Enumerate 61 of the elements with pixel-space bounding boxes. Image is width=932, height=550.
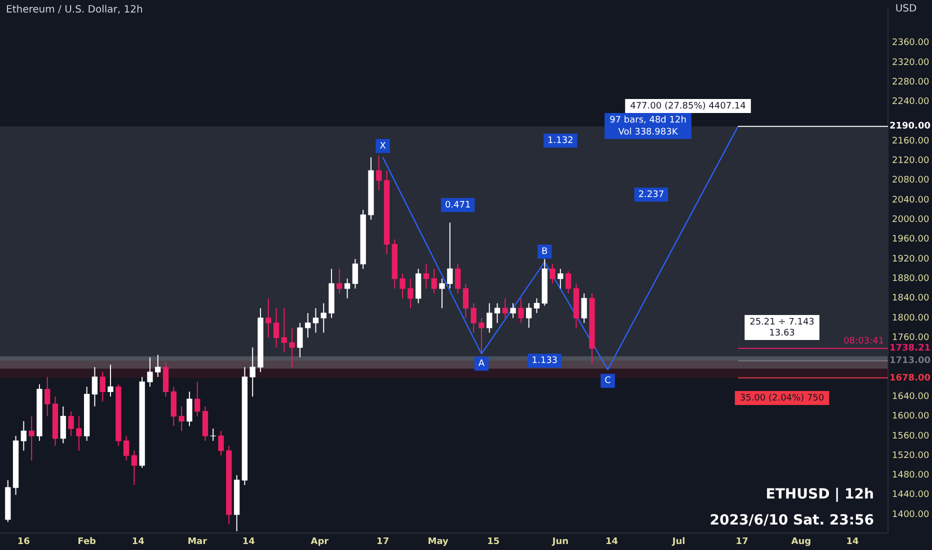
y-tick-label: 2160.00 xyxy=(892,136,930,146)
annotation: 25.21 ÷ 7.143 xyxy=(750,317,814,328)
x-tick-label: Jul xyxy=(671,536,686,547)
annotation: X xyxy=(380,141,386,152)
y-tick-label: 1480.00 xyxy=(892,470,930,481)
annotation: A xyxy=(478,359,486,370)
x-tick-label: May xyxy=(428,536,449,547)
y-tick-label: 2280.00 xyxy=(892,77,930,88)
y-tick-label: 2040.00 xyxy=(892,195,930,206)
chart-title: Ethereum / U.S. Dollar, 12h xyxy=(6,4,143,16)
y-tick-label: 1760.00 xyxy=(892,332,930,343)
y-tick-label: 1880.00 xyxy=(892,274,930,284)
annotation: 477.00 (27.85%) 4407.14 xyxy=(630,101,746,112)
ref-line-label: 1738.21 xyxy=(890,344,930,354)
y-tick-label: 1400.00 xyxy=(892,510,930,520)
annotation: C xyxy=(604,376,611,386)
x-tick-label: Feb xyxy=(78,536,97,547)
x-tick-label: 17 xyxy=(376,536,390,547)
y-tick-label: 2000.00 xyxy=(892,215,930,226)
y-axis-title: USD xyxy=(895,4,917,15)
y-tick-label: 1560.00 xyxy=(892,431,930,442)
annotation: 2.237 xyxy=(638,190,664,200)
annotation: 13.63 xyxy=(769,328,795,338)
annotation: 08:03:41 xyxy=(844,336,884,347)
y-tick-label: 1640.00 xyxy=(892,392,930,402)
x-tick-label: 14 xyxy=(846,536,859,547)
y-tick-label: 1520.00 xyxy=(892,450,930,461)
y-tick-label: 1840.00 xyxy=(892,294,930,304)
y-tick-label: 1920.00 xyxy=(892,254,930,264)
annotation: 97 bars, 48d 12h xyxy=(610,115,686,126)
y-tick-label: 1960.00 xyxy=(892,234,930,245)
y-tick-label: 1440.00 xyxy=(892,490,930,500)
y-tick-label: 2360.00 xyxy=(892,38,930,48)
x-tick-label: Aug xyxy=(791,536,812,547)
x-tick-label: 14 xyxy=(605,536,618,547)
x-tick-label: 16 xyxy=(17,536,30,547)
x-tick-label: 14 xyxy=(132,536,144,547)
annotation: 1.133 xyxy=(532,356,558,366)
annotation: 1.132 xyxy=(548,136,574,146)
annotation: 35.00 (2.04%) 750 xyxy=(740,393,824,404)
y-tick-label: 1600.00 xyxy=(892,412,930,422)
x-tick-label: Mar xyxy=(188,536,208,547)
ref-line-label: 1678.00 xyxy=(890,373,930,384)
annotation: ETHUSD | 12h xyxy=(766,486,874,503)
x-tick-label: Apr xyxy=(310,536,330,547)
y-tick-label: 2120.00 xyxy=(892,156,930,166)
x-tick-label: 15 xyxy=(487,536,500,547)
ref-line-label: 1713.00 xyxy=(890,356,930,366)
x-tick-label: 14 xyxy=(242,536,255,547)
y-tick-label: 2080.00 xyxy=(892,176,930,186)
x-tick-label: 17 xyxy=(736,536,748,547)
x-tick-label: Jun xyxy=(551,536,569,547)
y-tick-label: 1800.00 xyxy=(892,313,930,324)
candlestick xyxy=(289,327,295,368)
annotation: Vol 338.983K xyxy=(618,127,679,138)
ref-line-label: 2190.00 xyxy=(890,122,930,132)
annotation: B xyxy=(542,246,548,257)
annotation: 0.471 xyxy=(444,200,471,210)
annotation: 2023/6/10 Sat. 23:56 xyxy=(710,512,874,529)
y-tick-label: 2240.00 xyxy=(892,97,930,108)
y-tick-label: 2320.00 xyxy=(892,58,930,68)
